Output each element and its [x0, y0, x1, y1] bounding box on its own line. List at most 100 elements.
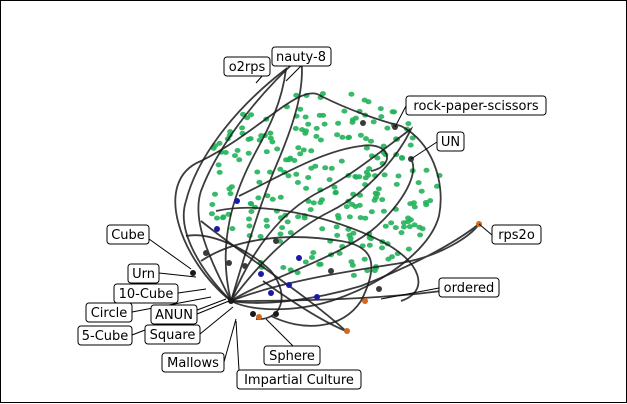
leader-line: [380, 287, 440, 300]
cloud-point: [305, 121, 312, 127]
cloud-point: [366, 166, 373, 172]
cloud-point: [385, 256, 392, 262]
accent-point: [344, 328, 350, 334]
cloud-point: [333, 224, 340, 230]
accent-point: [268, 290, 274, 296]
cloud-point: [405, 246, 412, 252]
leader-line: [265, 318, 294, 347]
label-10-cube: 10-Cube: [113, 283, 179, 304]
cloud-point: [295, 214, 302, 220]
cloud-point: [280, 265, 287, 270]
cloud-point: [326, 177, 333, 183]
cloud-point: [269, 139, 276, 145]
cloud-point: [264, 223, 270, 229]
accent-point: [250, 311, 256, 317]
cloud-point: [263, 217, 270, 223]
accent-point: [314, 294, 320, 300]
cloud-point: [257, 234, 264, 239]
cloud-point: [352, 174, 359, 179]
leader-line: [285, 65, 302, 82]
cloud-point: [307, 207, 314, 213]
label-box: [127, 263, 160, 284]
cloud-point: [309, 255, 315, 260]
cloud-point: [405, 121, 412, 127]
cloud-point: [274, 146, 281, 152]
cloud-point: [349, 119, 356, 125]
leader-line: [158, 272, 197, 278]
label-text: Cube: [111, 228, 145, 243]
label-box: [263, 345, 321, 366]
cloud-point: [336, 250, 343, 256]
cloud-point: [350, 272, 357, 278]
label-box: [113, 283, 179, 304]
cloud-point: [361, 256, 368, 262]
cloud-point: [370, 119, 377, 125]
label-text: Circle: [91, 306, 128, 321]
cloud-point: [297, 106, 304, 112]
cloud-point: [316, 112, 323, 118]
label-text: Mallows: [167, 356, 219, 371]
cloud-point: [380, 208, 387, 214]
cloud-point: [228, 184, 235, 190]
label-text: ANUN: [155, 308, 193, 323]
cloud-point: [348, 259, 355, 265]
cloud-point: [293, 92, 300, 98]
label-box: [150, 304, 198, 325]
label-box: [106, 224, 150, 245]
cloud-point: [377, 106, 384, 112]
path-lines: [174, 54, 480, 332]
cloud-point: [346, 214, 353, 220]
cloud-point: [284, 219, 291, 225]
cloud-point: [398, 230, 405, 236]
cloud-point: [352, 115, 359, 121]
cloud-point: [384, 125, 391, 131]
cloud-point: [379, 245, 385, 251]
path-line: [230, 126, 414, 302]
cloud-point: [305, 175, 312, 180]
accent-point: [228, 298, 234, 304]
cloud-point: [209, 202, 216, 207]
label-un: UN: [436, 131, 465, 152]
cloud-point: [292, 126, 299, 131]
cloud-point: [263, 149, 270, 155]
cloud-point: [269, 196, 276, 202]
cloud-point: [334, 132, 341, 138]
cloud-point: [434, 183, 440, 189]
cloud-point: [295, 145, 302, 151]
cloud-point: [395, 173, 402, 179]
accent-point: [273, 311, 279, 317]
cloud-point: [319, 226, 326, 232]
cloud-point: [310, 200, 317, 206]
cloud-point: [339, 134, 346, 140]
cloud-point: [267, 135, 274, 141]
label-box: [77, 325, 133, 346]
cloud-point: [216, 140, 223, 146]
label-text: 10-Cube: [119, 287, 174, 302]
cloud-point: [374, 191, 381, 197]
cloud-point: [382, 223, 389, 229]
cloud-point: [245, 150, 252, 156]
cloud-point: [378, 114, 385, 120]
label-nauty8: nauty-8: [271, 46, 332, 67]
path-line: [185, 234, 283, 320]
cloud-point: [248, 112, 255, 118]
cloud-point: [356, 202, 363, 208]
cloud-point: [411, 204, 418, 210]
cloud-point: [248, 209, 255, 214]
annotation-labels: o2rps nauty-8 rock-paper-scissors UN rps…: [77, 46, 547, 390]
cloud-point: [407, 142, 414, 148]
cloud-point: [368, 138, 374, 144]
leader-line: [223, 318, 237, 363]
cloud-point: [366, 242, 373, 248]
cloud-point: [246, 223, 253, 229]
cloud-point: [343, 204, 350, 210]
label-text: rock-paper-scissors: [413, 99, 538, 114]
accent-point: [258, 271, 264, 277]
accent-point: [286, 282, 292, 288]
cloud-point: [415, 180, 422, 186]
cloud-point: [297, 151, 304, 157]
label-5-cube: 5-Cube: [77, 325, 133, 346]
election-cloud: [208, 91, 443, 278]
label-text: rps2o: [498, 228, 535, 243]
label-box: [236, 369, 362, 390]
